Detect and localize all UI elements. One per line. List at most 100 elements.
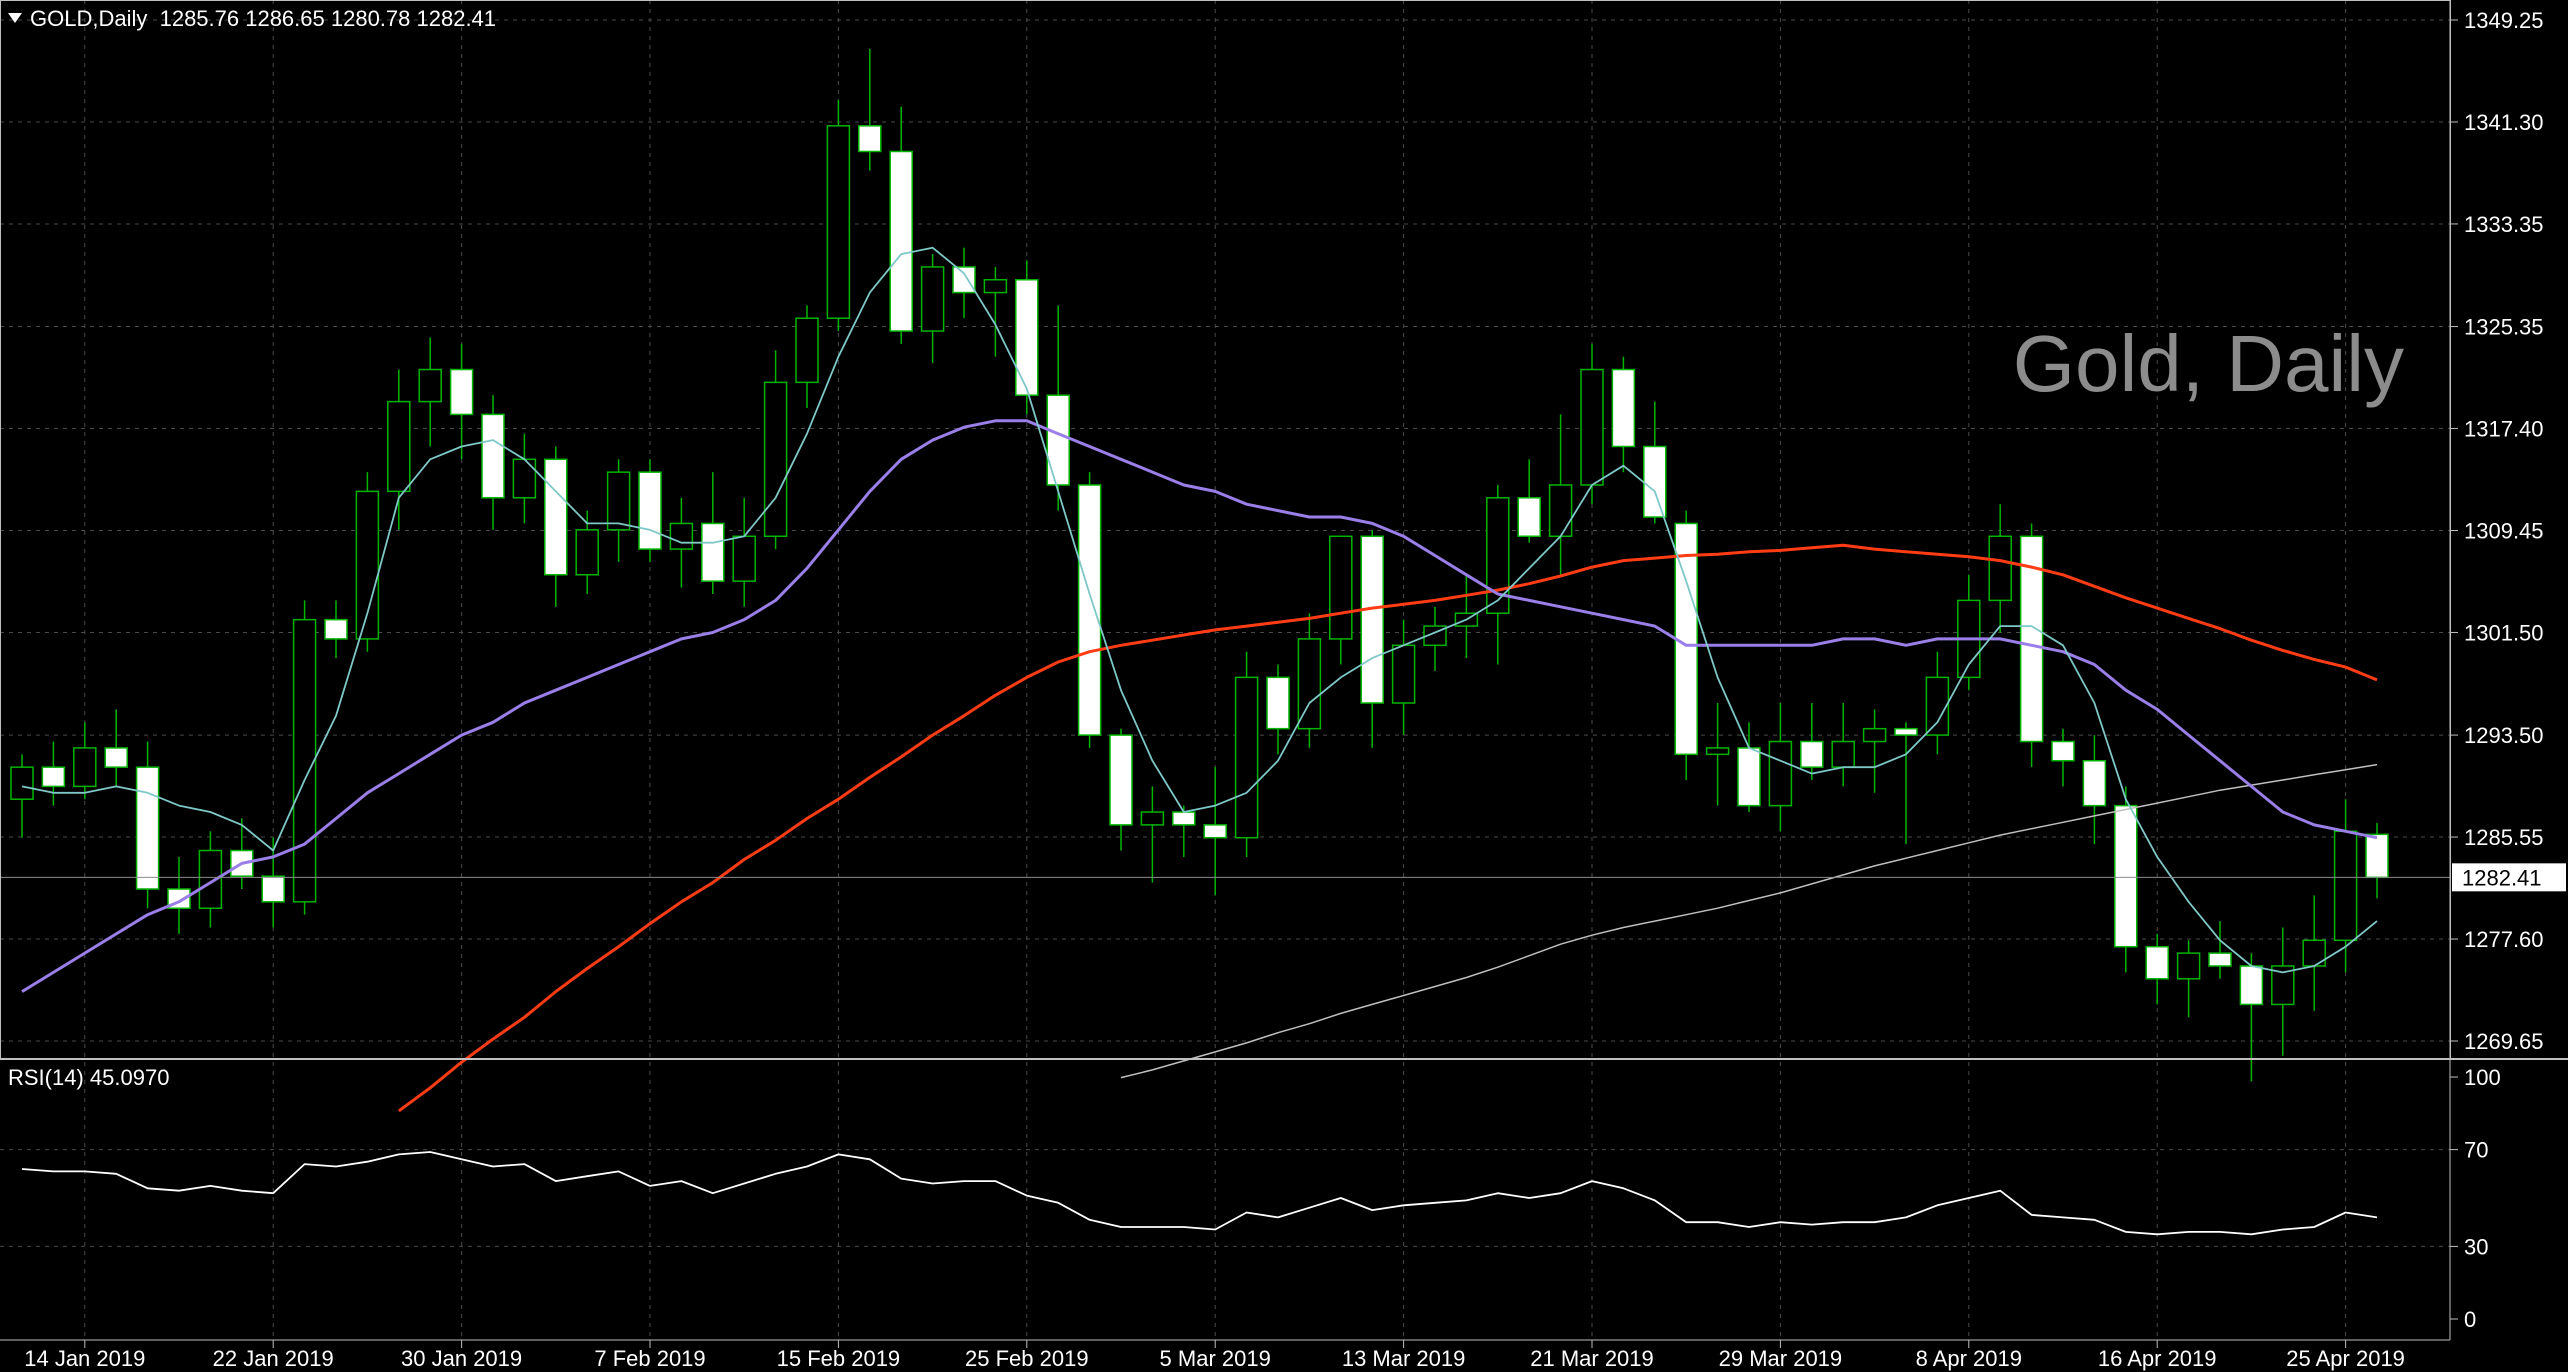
price-tick-label: 1325.35 (2464, 315, 2544, 340)
candle-body-bull (920, 266, 945, 332)
candle-body-bull (387, 400, 411, 493)
candle (544, 446, 568, 607)
candle-body-bear (1046, 394, 1070, 486)
candle-body-bull (2333, 830, 2358, 942)
candle (41, 741, 66, 806)
candle-body-bull (1140, 811, 1165, 826)
price-tick-label: 1269.65 (2464, 1029, 2544, 1054)
candle (292, 600, 317, 915)
candle (2114, 786, 2138, 973)
candle-body-bull (1988, 535, 2012, 602)
candle (1611, 356, 1636, 473)
candle (73, 722, 97, 800)
candle (1046, 305, 1070, 511)
candle (355, 472, 380, 652)
candle-body-bull (512, 458, 537, 499)
candle-body-bull (1486, 497, 1510, 614)
rsi-header: RSI(14) 45.0970 (8, 1065, 170, 1090)
rsi-tick-label: 30 (2464, 1234, 2488, 1259)
candle-body-bear (638, 471, 662, 550)
candle-body-bull (73, 747, 97, 788)
candle (1768, 703, 1793, 832)
chart-menu-icon[interactable] (8, 13, 22, 24)
candle-body-bear (2208, 952, 2232, 967)
candle (449, 343, 474, 460)
candle (418, 337, 442, 447)
candle-body-bull (795, 317, 819, 384)
candle (10, 754, 34, 838)
candle (387, 369, 411, 530)
rsi-tick-label: 70 (2464, 1138, 2488, 1163)
candle-body-bear (701, 522, 725, 582)
candle (481, 395, 505, 530)
candle-body-bull (606, 471, 631, 531)
candle (2051, 728, 2075, 787)
candle (261, 837, 285, 928)
chart-watermark: Gold, Daily (2012, 319, 2404, 408)
rsi-line (21, 1151, 2378, 1236)
current-price-box (2452, 863, 2566, 892)
candle-body-bear (324, 618, 348, 640)
candle (1486, 484, 1510, 665)
candle (2019, 523, 2044, 768)
candle (1517, 459, 1541, 543)
candle-body-bull (198, 849, 223, 909)
candle-body-bull (732, 535, 756, 582)
current-price-label: 1282.41 (2462, 865, 2542, 890)
candle (1266, 664, 1290, 755)
candle-body-bear (135, 766, 160, 890)
price-tick-label: 1349.25 (2464, 8, 2544, 33)
price-tick-label: 1293.50 (2464, 723, 2544, 748)
rsi-panel (21, 1151, 2378, 1236)
candle (1077, 472, 1102, 748)
time-tick-label: 16 Apr 2019 (2098, 1346, 2217, 1371)
candle-body-bear (449, 368, 474, 416)
symbol-label: GOLD,Daily (30, 6, 148, 31)
candle-body-bear (1172, 811, 1196, 826)
candle-body-bear (1015, 278, 1039, 396)
candle-body-bull (1831, 740, 1855, 768)
candle-body-bull (983, 278, 1008, 294)
candle-body-bull (1329, 535, 1353, 640)
candle (2176, 940, 2201, 1018)
candle-body-bear (1203, 824, 1227, 839)
candle (1862, 709, 1887, 793)
candle (952, 247, 976, 319)
time-tick-label: 5 Mar 2019 (1160, 1346, 1271, 1371)
candle (512, 433, 537, 524)
candle (2208, 921, 2232, 979)
candle (2082, 735, 2107, 845)
time-tick-label: 21 Mar 2019 (1530, 1346, 1654, 1371)
ma-long-line (1120, 763, 2378, 1079)
time-tick-label: 25 Apr 2019 (2286, 1346, 2405, 1371)
candle-body-bear (1266, 676, 1290, 730)
candle-body-bear (1360, 535, 1384, 704)
price-tick-label: 1301.50 (2464, 620, 2544, 645)
time-tick-label: 8 Apr 2019 (1916, 1346, 2022, 1371)
candle-body-bull (669, 522, 694, 550)
candle (1329, 535, 1353, 665)
candle (763, 350, 788, 550)
candle (1234, 651, 1259, 857)
candle-body-bear (104, 747, 128, 768)
candle-body-bull (355, 490, 380, 640)
candle (1925, 651, 1950, 755)
candle-body-bull (1862, 727, 1887, 743)
candle-body-bull (1548, 484, 1573, 538)
candle-body-bear (1517, 497, 1541, 538)
candle (701, 472, 725, 594)
candle (858, 48, 882, 171)
candle-body-bull (1705, 747, 1730, 756)
candle-body-bear (1737, 747, 1761, 807)
candle-body-bull (1391, 644, 1416, 704)
candle (1423, 606, 1447, 671)
candle (920, 254, 945, 364)
candle-body-bear (1109, 734, 1133, 826)
candle-body-bear (2114, 804, 2138, 948)
candle-body-bear (858, 125, 882, 153)
candle (2145, 933, 2169, 1005)
candle-body-bear (1800, 740, 1824, 768)
rsi-tick-label: 0 (2464, 1307, 2476, 1332)
rsi-tick-label: 100 (2464, 1065, 2501, 1090)
candle (1454, 574, 1479, 659)
